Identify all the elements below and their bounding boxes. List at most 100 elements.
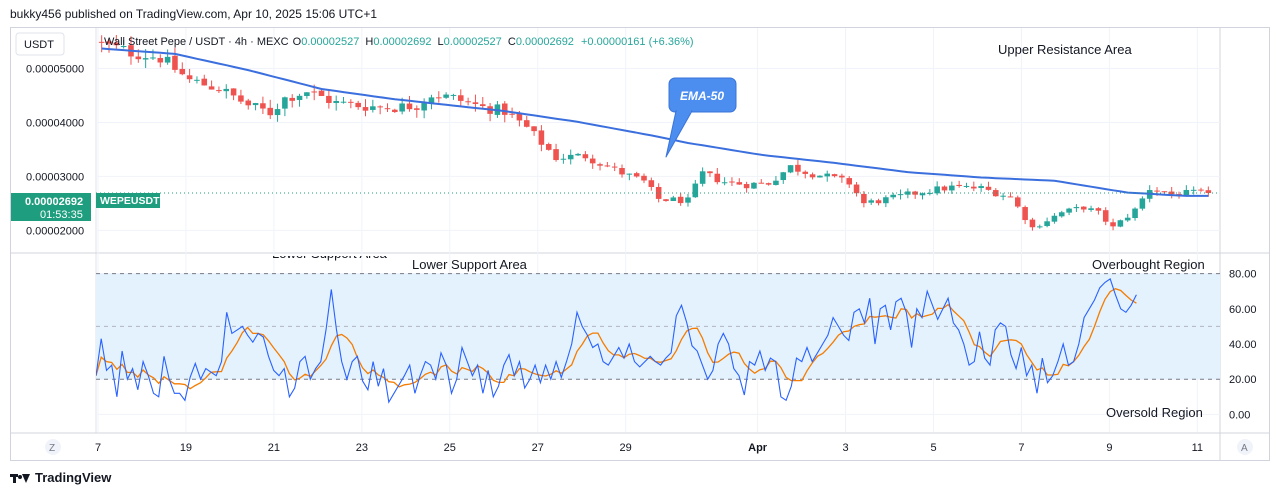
currency-selector[interactable]: USDT: [15, 32, 65, 56]
candle-body[interactable]: [1007, 196, 1014, 198]
candle-body[interactable]: [479, 104, 486, 107]
zoom-button[interactable]: Z: [45, 439, 61, 455]
candle-body[interactable]: [809, 174, 816, 178]
candle-body[interactable]: [1139, 198, 1146, 209]
candle-body[interactable]: [736, 182, 743, 185]
candle-body[interactable]: [912, 191, 918, 195]
candle-body[interactable]: [655, 186, 662, 199]
auto-scale-button[interactable]: A: [1237, 439, 1253, 455]
candle-body[interactable]: [1058, 212, 1065, 217]
candle-body[interactable]: [348, 101, 354, 103]
candle-body[interactable]: [927, 192, 933, 194]
candle-body[interactable]: [1029, 219, 1036, 228]
candle-body[interactable]: [150, 57, 156, 59]
candle-body[interactable]: [890, 194, 896, 198]
candle-body[interactable]: [971, 186, 977, 189]
candle-body[interactable]: [252, 103, 259, 106]
candle-body[interactable]: [787, 165, 794, 173]
candle-body[interactable]: [465, 101, 471, 103]
candle-body[interactable]: [729, 181, 735, 183]
candle-body[interactable]: [267, 107, 274, 116]
candle-body[interactable]: [208, 86, 215, 90]
candle-body[interactable]: [1205, 190, 1212, 194]
candle-body[interactable]: [721, 182, 728, 184]
candle-body[interactable]: [1095, 208, 1102, 211]
candle-body[interactable]: [194, 79, 200, 81]
candle-body[interactable]: [1124, 217, 1131, 221]
candle-body[interactable]: [993, 190, 999, 197]
candle-body[interactable]: [714, 173, 721, 183]
candle-body[interactable]: [362, 107, 369, 111]
candle-body[interactable]: [443, 94, 449, 98]
candle-body[interactable]: [743, 184, 750, 189]
candle-body[interactable]: [223, 88, 230, 92]
candle-body[interactable]: [340, 101, 347, 103]
candle-body[interactable]: [670, 197, 677, 201]
candle-body[interactable]: [274, 109, 281, 116]
candle-body[interactable]: [875, 200, 882, 204]
candle-body[interactable]: [853, 184, 860, 194]
candle-body[interactable]: [780, 172, 787, 181]
candle-body[interactable]: [1044, 221, 1050, 227]
candle-body[interactable]: [795, 164, 801, 172]
candle-body[interactable]: [172, 55, 178, 70]
candle-body[interactable]: [230, 88, 237, 96]
candle-body[interactable]: [318, 90, 325, 96]
price-axis[interactable]: 0.00005000 0.00004000 0.00003000 0.00002000: [26, 63, 84, 237]
candle-body[interactable]: [663, 199, 669, 201]
candle-body[interactable]: [238, 95, 244, 102]
candle-body[interactable]: [831, 174, 838, 177]
ema-50-line[interactable]: [101, 47, 1209, 197]
tradingview-brand[interactable]: TradingView: [10, 470, 111, 485]
candle-body[interactable]: [201, 78, 208, 86]
candle-body[interactable]: [523, 120, 530, 127]
symbol-info[interactable]: Wall Street Pepe / USDT · 4h · MEXC: [104, 36, 289, 48]
candle-body[interactable]: [1036, 226, 1043, 228]
candle-body[interactable]: [1198, 189, 1204, 191]
candle-body[interactable]: [1132, 208, 1138, 219]
candle-body[interactable]: [333, 101, 339, 104]
candle-body[interactable]: [677, 196, 684, 204]
candle-body[interactable]: [919, 193, 926, 196]
overbought-label[interactable]: Overbought Region: [1092, 257, 1205, 272]
candle-body[interactable]: [633, 173, 640, 177]
candle-body[interactable]: [560, 158, 567, 160]
candle-body[interactable]: [516, 113, 523, 121]
candle-body[interactable]: [538, 130, 545, 145]
candle-body[interactable]: [1022, 207, 1028, 221]
candle-body[interactable]: [179, 68, 186, 75]
candle-body[interactable]: [282, 97, 288, 109]
candle-body[interactable]: [355, 102, 361, 108]
candle-body[interactable]: [450, 94, 457, 96]
candle-body[interactable]: [699, 171, 706, 184]
candle-body[interactable]: [311, 91, 317, 93]
rsi-line[interactable]: [96, 278, 1137, 404]
oversold-label[interactable]: Oversold Region: [1106, 405, 1203, 420]
candle-body[interactable]: [589, 158, 596, 164]
candle-body[interactable]: [707, 171, 713, 174]
candle-body[interactable]: [1051, 215, 1058, 222]
candle-body[interactable]: [457, 95, 464, 101]
candle-body[interactable]: [1154, 190, 1160, 192]
symbol-legend[interactable]: Wall Street Pepe / USDT · 4h · MEXC O0.0…: [104, 36, 694, 48]
candle-body[interactable]: [626, 173, 633, 175]
candle-body[interactable]: [106, 41, 112, 44]
candle-body[interactable]: [1110, 222, 1116, 227]
candle-body[interactable]: [897, 194, 904, 196]
candle-body[interactable]: [428, 97, 435, 103]
time-axis[interactable]: 7 19 21 23 25 27 29 Apr 3 5 7 9 11: [95, 442, 1203, 454]
candle-body[interactable]: [384, 108, 391, 110]
candle-body[interactable]: [399, 103, 405, 112]
candle-body[interactable]: [641, 175, 647, 181]
candle-body[interactable]: [377, 106, 383, 108]
auto-scale-button-label[interactable]: A: [1241, 443, 1248, 454]
candle-body[interactable]: [817, 175, 823, 178]
candle-body[interactable]: [392, 109, 398, 113]
lower-support-label[interactable]: Lower Support Area: [412, 257, 528, 272]
candle-body[interactable]: [296, 95, 303, 100]
candle-body[interactable]: [1014, 197, 1021, 207]
candle-body[interactable]: [949, 185, 955, 191]
rsi-ma-line[interactable]: [96, 287, 1137, 390]
candle-body[interactable]: [846, 178, 853, 185]
